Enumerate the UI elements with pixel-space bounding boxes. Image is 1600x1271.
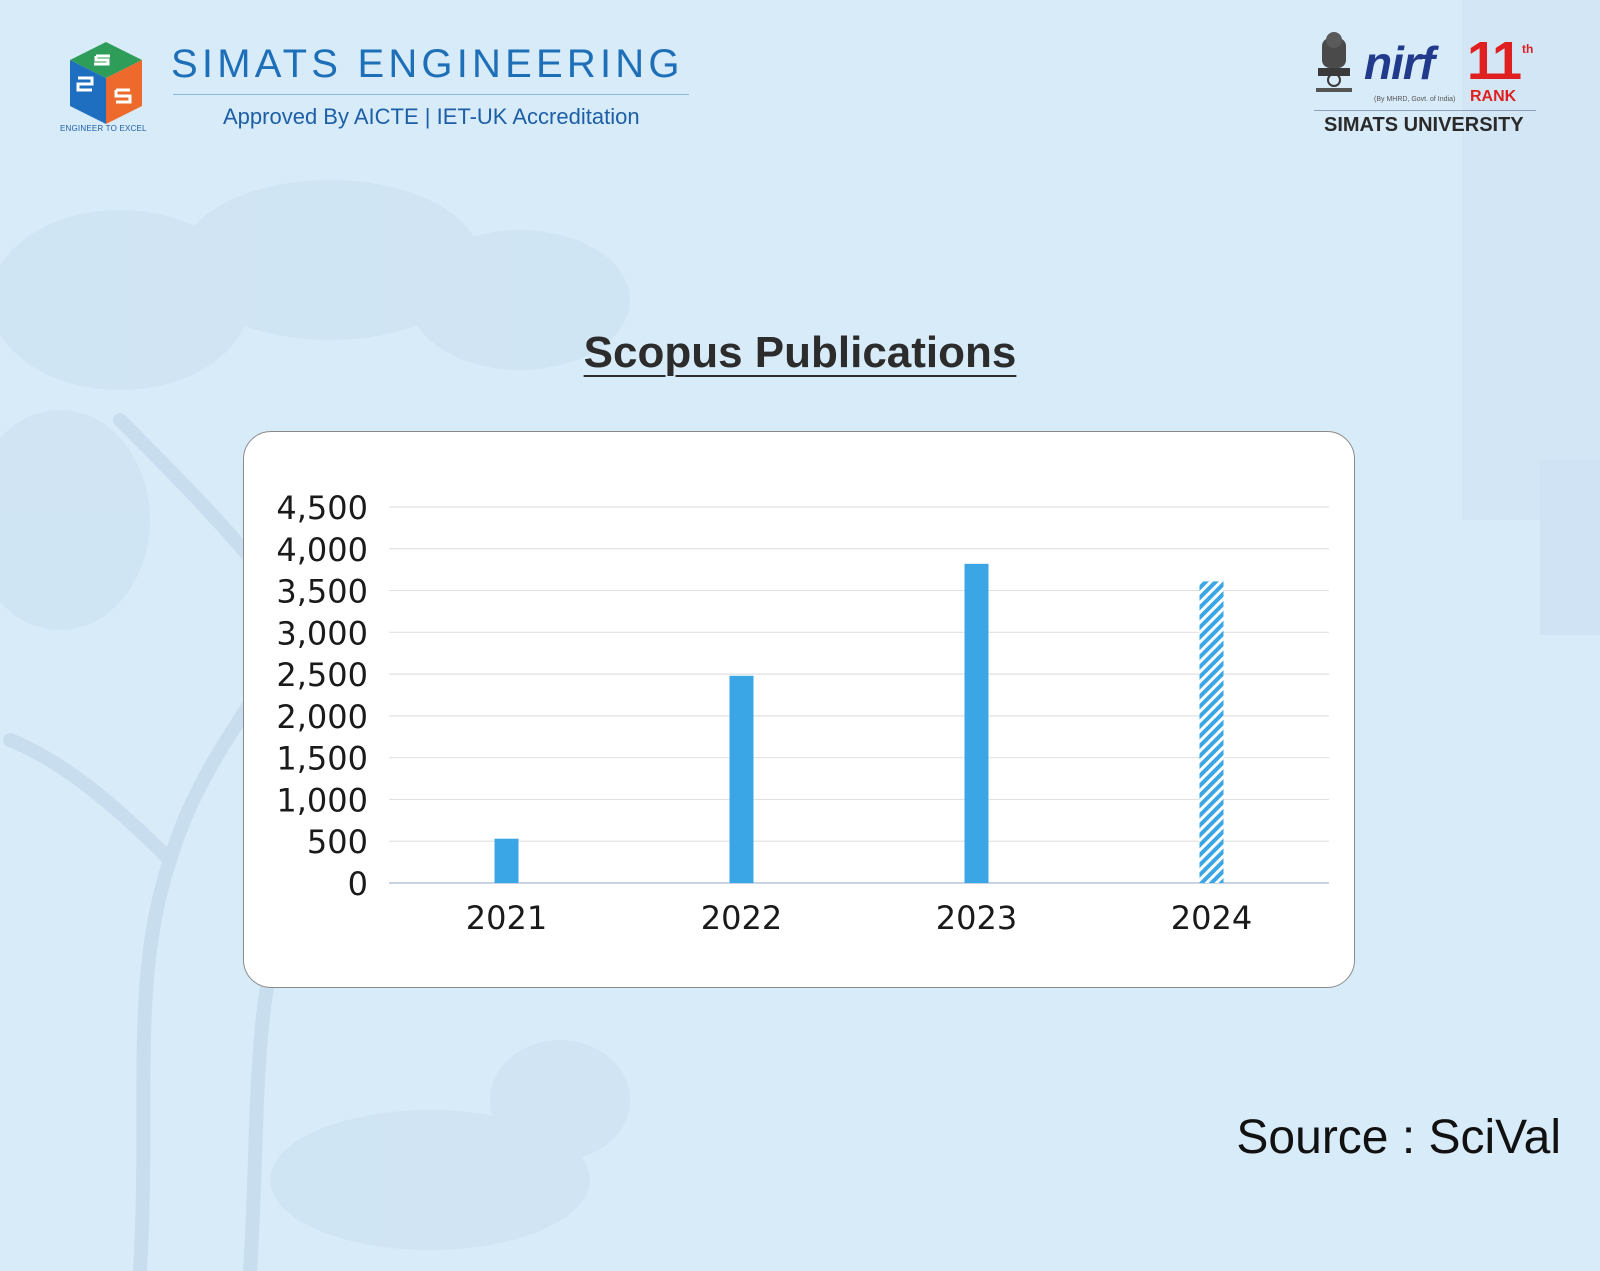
nirf-rank-badge: nirf 11 th RANK (By MHRD, Govt. of India… xyxy=(1312,28,1542,140)
bar-2021 xyxy=(494,838,519,883)
ses-logo-icon xyxy=(70,42,142,124)
y-tick-label: 4,500 xyxy=(276,489,368,527)
y-tick-label: 2,500 xyxy=(276,656,368,694)
nirf-rank-label: RANK xyxy=(1470,88,1517,105)
brand-tagline: Approved By AICTE | IET-UK Accreditation xyxy=(223,104,640,129)
y-tick-label: 500 xyxy=(307,823,368,861)
x-tick-label: 2024 xyxy=(1171,899,1252,937)
national-emblem-icon xyxy=(1316,32,1352,92)
source-note: Source : SciVal xyxy=(1236,1111,1561,1164)
x-tick-label: 2021 xyxy=(466,899,547,937)
chart-card: 0 500 1,000 1,500 2,000 2,500 3,000 3,500 4,000 4… xyxy=(243,431,1355,988)
y-tick-label: 3,500 xyxy=(276,573,368,611)
nirf-wordmark: nirf xyxy=(1364,37,1435,89)
nirf-rank-suffix: th xyxy=(1522,42,1534,56)
page-title-text: Scopus Publications xyxy=(583,328,1017,377)
chart-bars xyxy=(494,563,1224,883)
header: ENGINEER TO EXCEL SIMATS ENGINEERING App… xyxy=(0,0,1600,160)
x-tick-label: 2023 xyxy=(936,899,1017,937)
brand-divider xyxy=(173,94,689,95)
bar-2022 xyxy=(729,675,754,883)
nirf-rank-number: 11 xyxy=(1467,31,1522,91)
nirf-gov-note: (By MHRD, Govt. of India) xyxy=(1374,96,1456,103)
logo-motto: ENGINEER TO EXCEL xyxy=(60,124,147,133)
y-tick-label: 4,000 xyxy=(276,531,368,569)
page-title: Scopus Publications xyxy=(0,328,1600,378)
nirf-divider xyxy=(1314,110,1536,111)
x-tick-label: 2022 xyxy=(701,899,782,937)
bar-2024 xyxy=(1199,581,1224,883)
y-tick-label: 3,000 xyxy=(276,614,368,652)
brand-name: SIMATS ENGINEERING xyxy=(171,42,684,86)
y-tick-label: 1,500 xyxy=(276,740,368,778)
chart-gridlines xyxy=(389,506,1329,884)
bar-2023 xyxy=(964,563,989,883)
y-tick-label: 0 xyxy=(348,865,368,903)
y-tick-label: 1,000 xyxy=(276,781,368,819)
university-name: SIMATS UNIVERSITY xyxy=(1324,114,1524,136)
chart-x-axis: 2021 2022 2023 2024 xyxy=(466,899,1252,937)
y-tick-label: 2,000 xyxy=(276,698,368,736)
